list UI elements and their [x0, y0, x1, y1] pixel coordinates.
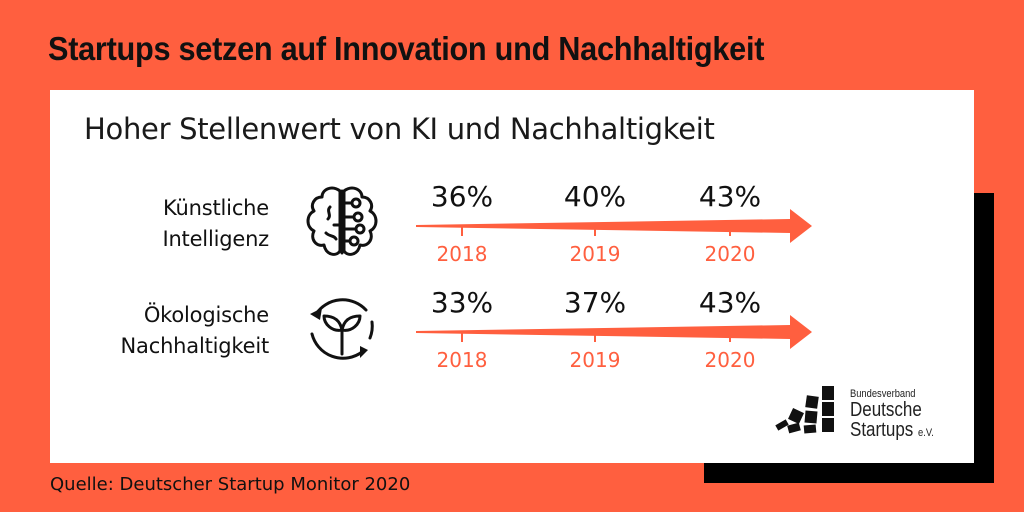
- row-label-line: Ökologische: [143, 303, 269, 327]
- value-label: 43%: [699, 286, 761, 319]
- row-label-ki: Künstliche Intelligenz: [162, 193, 269, 255]
- year-label: 2020: [705, 348, 756, 372]
- brain-circuit-icon: [306, 186, 378, 256]
- chart-title: Hoher Stellenwert von KI und Nachhaltigk…: [84, 112, 715, 146]
- bundesverband-logo-icon: [775, 386, 834, 434]
- year-label: 2018: [437, 348, 488, 372]
- value-label: 36%: [431, 180, 493, 213]
- logo-line3: Startups: [850, 419, 914, 441]
- year-label: 2020: [705, 242, 756, 266]
- value-label: 43%: [699, 180, 761, 213]
- logo-suffix: e.V.: [918, 427, 934, 439]
- year-label: 2019: [570, 242, 621, 266]
- value-label: 40%: [564, 180, 626, 213]
- recycle-sprout-icon: [310, 298, 374, 360]
- row-label-nachhaltigkeit: Ökologische Nachhaltigkeit: [120, 300, 270, 362]
- year-label: 2019: [570, 348, 621, 372]
- logo-line2: Deutsche: [850, 399, 922, 421]
- row-label-line: Intelligenz: [162, 227, 269, 251]
- row-label-line: Nachhaltigkeit: [120, 334, 270, 358]
- source-note: Quelle: Deutscher Startup Monitor 2020: [50, 474, 411, 495]
- logo-text: Bundesverband Deutsche Startups e.V.: [850, 388, 949, 443]
- value-label: 37%: [564, 286, 626, 319]
- row-label-line: Künstliche: [163, 196, 269, 220]
- chart-plot: 36% 2018 40% 2019 43% 2020 33% 2018 37% 2019 43% 20…: [416, 180, 812, 372]
- trend-arrow: [416, 315, 812, 349]
- logo-line1: Bundesverband: [850, 388, 916, 400]
- year-label: 2018: [437, 242, 488, 266]
- chart-card: Hoher Stellenwert von KI und Nachhaltigk…: [50, 90, 974, 463]
- trend-arrow: [416, 209, 812, 243]
- headline: Startups setzen auf Innovation und Nachh…: [48, 30, 765, 67]
- value-label: 33%: [431, 286, 493, 319]
